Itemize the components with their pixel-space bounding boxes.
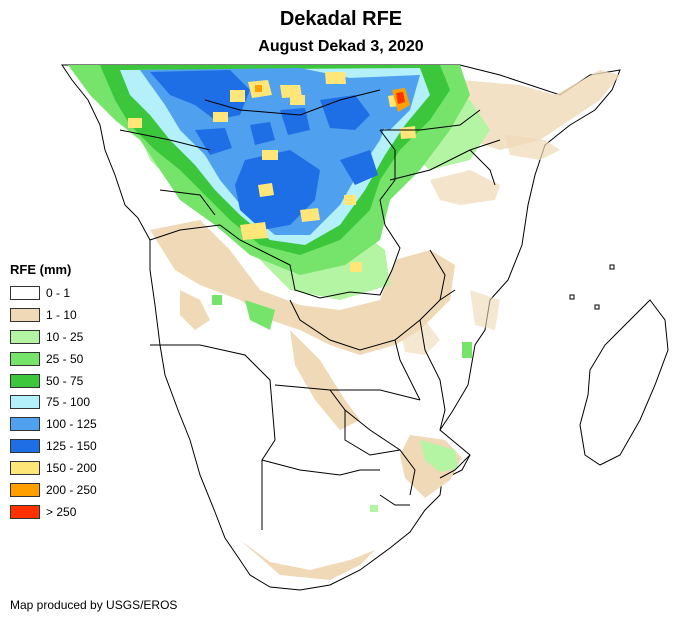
legend: RFE (mm) 0 - 1 1 - 10 10 - 25 25 - 50 50 - 7… xyxy=(10,262,97,523)
map-credit: Map produced by USGS/EROS xyxy=(10,598,178,612)
legend-swatch xyxy=(10,351,40,366)
legend-swatch xyxy=(10,285,40,300)
map-subtitle: August Dekad 3, 2020 xyxy=(258,38,424,55)
legend-item: 0 - 1 xyxy=(10,282,97,304)
legend-title: RFE (mm) xyxy=(10,262,72,277)
legend-item: 125 - 150 xyxy=(10,435,97,457)
legend-item: 150 - 200 xyxy=(10,457,97,479)
legend-item: 1 - 10 xyxy=(10,304,97,326)
legend-swatch xyxy=(10,329,40,344)
legend-swatch xyxy=(10,417,40,432)
legend-swatch xyxy=(10,395,40,410)
legend-label: 125 - 150 xyxy=(46,439,97,454)
islands xyxy=(569,264,615,310)
legend-label: 10 - 25 xyxy=(46,329,84,344)
legend-item: 75 - 100 xyxy=(10,391,97,413)
rfe-gt250-zones xyxy=(396,92,405,104)
legend-label: 1 - 10 xyxy=(46,307,77,322)
legend-label: 25 - 50 xyxy=(46,351,84,366)
legend-item: 50 - 75 xyxy=(10,370,97,392)
legend-label: 50 - 75 xyxy=(46,373,84,388)
legend-swatch xyxy=(10,504,40,519)
legend-swatch xyxy=(10,307,40,322)
legend-swatch xyxy=(10,482,40,497)
legend-swatch xyxy=(10,439,40,454)
legend-label: 75 - 100 xyxy=(46,395,91,410)
legend-item: 25 - 50 xyxy=(10,348,97,370)
legend-label: 0 - 1 xyxy=(46,285,71,300)
legend-item: 100 - 125 xyxy=(10,413,97,435)
legend-swatch xyxy=(10,373,40,388)
map-title: Dekadal RFE xyxy=(279,8,403,30)
legend-item: 10 - 25 xyxy=(10,326,97,348)
madagascar xyxy=(579,299,669,466)
rfe-1-10-zones xyxy=(150,70,620,580)
legend-label: 100 - 125 xyxy=(46,417,97,432)
legend-label: 200 - 250 xyxy=(46,482,97,497)
legend-item: > 250 xyxy=(10,501,97,523)
legend-label: 150 - 200 xyxy=(46,461,97,476)
legend-label: > 250 xyxy=(46,504,77,519)
country-borders xyxy=(119,89,501,530)
legend-item: 200 - 250 xyxy=(10,479,97,501)
legend-swatch xyxy=(10,461,40,476)
rfe-125-150-zones xyxy=(150,70,378,230)
